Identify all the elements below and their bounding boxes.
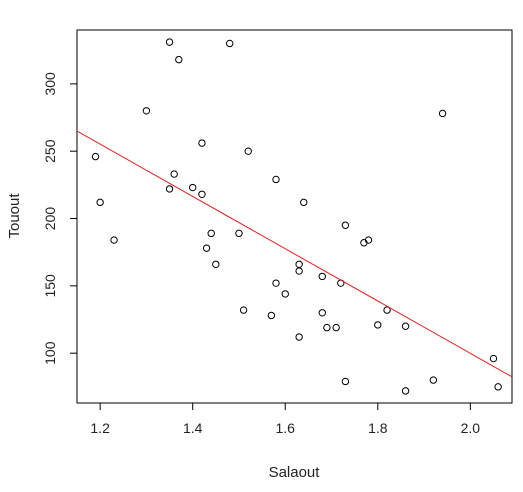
data-point	[300, 198, 308, 207]
data-point	[489, 354, 498, 363]
y-axis: 100 150 200 250 300	[42, 72, 77, 365]
data-point	[96, 198, 104, 207]
x-tick-label: 1.4	[183, 420, 203, 436]
data-point	[226, 39, 234, 48]
data-point	[91, 152, 100, 161]
data-point	[295, 333, 303, 341]
data-point	[188, 183, 197, 192]
data-point	[318, 272, 326, 281]
x-axis-label: Salaout	[269, 464, 321, 481]
y-tick-label: 100	[42, 341, 58, 365]
y-tick-label: 150	[42, 274, 58, 298]
x-axis: 1.2 1.4 1.6 1.8 2.0	[90, 403, 480, 436]
data-point	[318, 309, 326, 317]
data-point	[295, 260, 303, 269]
data-point	[341, 221, 350, 229]
y-tick-label: 300	[42, 72, 58, 96]
data-point	[429, 376, 438, 384]
data-point	[272, 279, 280, 287]
data-point	[207, 229, 215, 238]
points-layer	[91, 38, 502, 395]
y-tick-label: 200	[42, 207, 58, 231]
data-point	[142, 107, 151, 115]
data-point	[165, 38, 174, 46]
x-tick-label: 1.2	[90, 420, 110, 436]
data-point	[281, 290, 289, 298]
regression-line	[76, 130, 513, 378]
data-point	[374, 321, 382, 329]
data-point	[198, 139, 206, 147]
data-point	[332, 323, 340, 332]
data-point	[401, 387, 410, 395]
data-point	[170, 170, 178, 178]
data-point	[202, 244, 211, 252]
data-point	[212, 260, 220, 269]
data-point	[239, 306, 248, 314]
data-point	[175, 55, 183, 64]
data-point	[383, 306, 391, 314]
data-point	[494, 383, 502, 391]
data-point	[110, 236, 118, 244]
data-point	[235, 229, 243, 238]
data-point	[323, 323, 331, 332]
data-point	[341, 377, 350, 386]
data-point	[401, 322, 410, 330]
fit-layer	[76, 130, 513, 378]
x-tick-label: 2.0	[461, 420, 481, 436]
x-tick-label: 1.6	[276, 420, 296, 436]
data-point	[364, 236, 373, 244]
data-point	[165, 185, 174, 193]
y-tick-label: 250	[42, 139, 58, 163]
y-axis-label: Touout	[6, 193, 23, 239]
data-point	[267, 311, 276, 320]
data-point	[244, 147, 252, 155]
data-point	[438, 109, 447, 118]
plot-frame	[76, 29, 513, 404]
data-point	[272, 175, 280, 184]
data-point	[198, 190, 206, 198]
data-point	[295, 267, 303, 275]
x-tick-label: 1.8	[368, 420, 388, 436]
